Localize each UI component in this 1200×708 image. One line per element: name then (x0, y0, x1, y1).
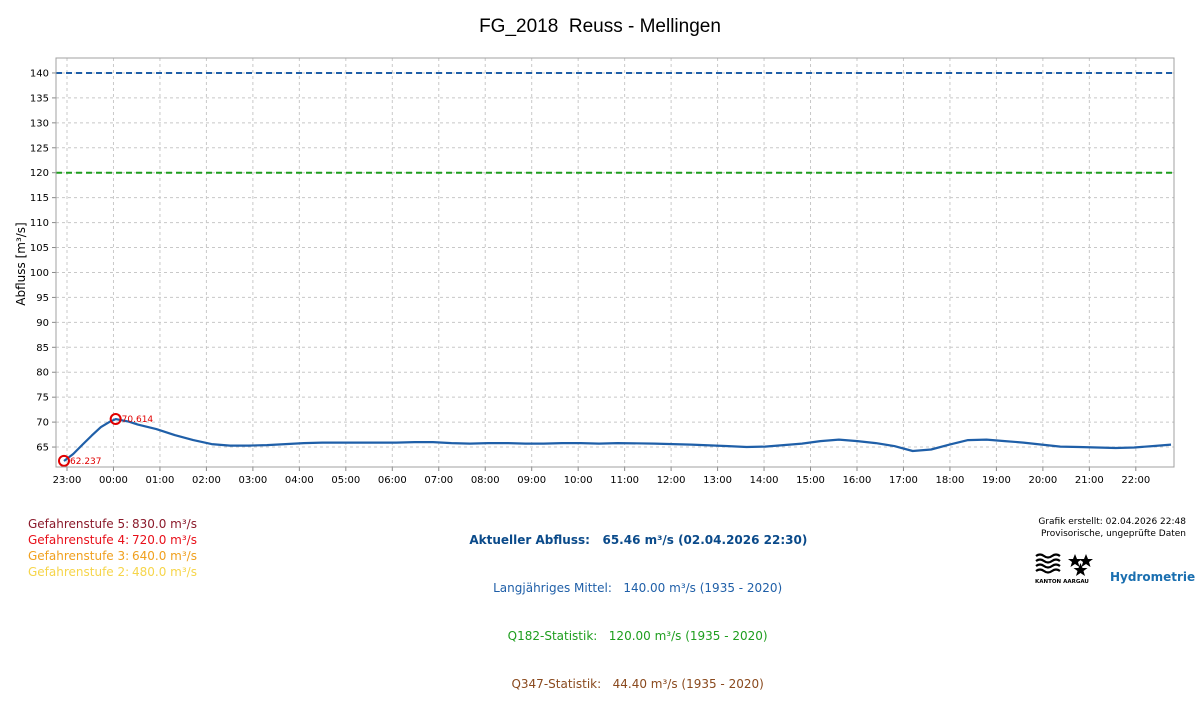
danger-level-label: Gefahrenstufe 4: (28, 533, 130, 547)
wave-icon (1035, 553, 1061, 574)
x-tick-label: 21:00 (1075, 475, 1104, 486)
x-tick-label: 10:00 (564, 475, 593, 486)
danger-level-label: Gefahrenstufe 3: (28, 549, 130, 563)
y-tick-label: 125 (30, 143, 49, 154)
danger-level-row: Gefahrenstufe 2: 480.0 m³/s (28, 564, 197, 580)
y-tick-label: 75 (36, 393, 49, 404)
y-tick-label: 70 (36, 418, 49, 429)
y-tick-label: 140 (30, 68, 49, 79)
x-tick-label: 06:00 (378, 475, 407, 486)
y-tick-label: 110 (30, 218, 49, 229)
x-tick-label: 00:00 (99, 475, 128, 486)
y-tick-label: 65 (36, 443, 49, 454)
danger-level-value: 640.0 m³/s (132, 549, 197, 563)
x-tick-label: 04:00 (285, 475, 314, 486)
series-line (63, 418, 1172, 462)
y-tick-label: 85 (36, 343, 49, 354)
kanton-aargau-logo: KANTON AARGAU (1035, 553, 1093, 585)
q347-row: Q347-Statistik: 44.40 m³/s (1935 - 2020) (440, 660, 820, 708)
x-tick-label: 01:00 (146, 475, 175, 486)
x-tick-label: 02:00 (192, 475, 221, 486)
mean-row: Langjähriges Mittel: 140.00 m³/s (1935 -… (440, 564, 820, 612)
current-discharge-value: 65.46 m³/s (02.04.2026 22:30) (602, 533, 808, 547)
x-tick-label: 15:00 (796, 475, 825, 486)
q182-label: Q182-Statistik: (507, 629, 598, 643)
danger-level-value: 830.0 m³/s (132, 517, 197, 531)
x-tick-label: 18:00 (936, 475, 965, 486)
danger-levels-legend: Gefahrenstufe 5: 830.0 m³/s Gefahrenstufe … (28, 516, 197, 580)
mean-label: Langjähriges Mittel: (493, 581, 612, 595)
plot-frame (55, 57, 1175, 468)
provisional-note: Provisorische, ungeprüfte Daten (1040, 529, 1186, 539)
extreme-marker (109, 413, 122, 426)
x-tick-label: 11:00 (610, 475, 639, 486)
y-tick-label: 80 (36, 368, 49, 379)
current-discharge-row: Aktueller Abfluss: 65.46 m³/s (02.04.202… (440, 516, 820, 564)
danger-level-value: 480.0 m³/s (132, 565, 197, 579)
current-discharge-label: Aktueller Abfluss: (469, 533, 590, 547)
stars-icon (1068, 554, 1093, 576)
danger-level-label: Gefahrenstufe 5: (28, 517, 130, 531)
x-tick-label: 16:00 (843, 475, 872, 486)
x-tick-label: 23:00 (53, 475, 82, 486)
hydrometrie-brand: Hydrometrie (1110, 570, 1196, 584)
q182-value: 120.00 m³/s (1935 - 2020) (608, 629, 768, 643)
x-tick-label: 14:00 (750, 475, 779, 486)
x-tick-label: 13:00 (703, 475, 732, 486)
danger-level-row: Gefahrenstufe 4: 720.0 m³/s (28, 532, 197, 548)
danger-level-row: Gefahrenstufe 3: 640.0 m³/s (28, 548, 197, 564)
x-tick-label: 20:00 (1028, 475, 1057, 486)
q347-value: 44.40 m³/s (1935 - 2020) (612, 677, 764, 691)
danger-level-value: 720.0 m³/s (132, 533, 197, 547)
extreme-label: 62.237 (70, 457, 102, 467)
y-tick-label: 115 (30, 193, 49, 204)
footer-info: Grafik erstellt: 02.04.2026 22:48 Provis… (1038, 516, 1186, 540)
created-timestamp: Grafik erstellt: 02.04.2026 22:48 (1038, 517, 1186, 527)
x-tick-label: 17:00 (889, 475, 918, 486)
x-tick-label: 07:00 (424, 475, 453, 486)
y-tick-label: 135 (30, 93, 49, 104)
danger-level-row: Gefahrenstufe 5: 830.0 m³/s (28, 516, 197, 532)
statistics-legend: Aktueller Abfluss: 65.46 m³/s (02.04.202… (440, 516, 820, 708)
chart-plot: 62.237 70.614 65 70 75 80 85 90 95 100 105 110 115 1… (14, 57, 1175, 486)
plot-background (56, 58, 1174, 467)
y-tick-label: 90 (36, 318, 49, 329)
x-tick-label: 19:00 (982, 475, 1011, 486)
x-tick-label: 08:00 (471, 475, 500, 486)
chart-title: FG_2018 Reuss - Mellingen (479, 16, 721, 37)
y-axis-label: Abfluss [m³/s] (14, 222, 28, 305)
extreme-marker (58, 454, 70, 467)
mean-value: 140.00 m³/s (1935 - 2020) (623, 581, 783, 595)
q182-row: Q182-Statistik: 120.00 m³/s (1935 - 2020… (440, 612, 820, 660)
canton-label: KANTON AARGAU (1035, 579, 1089, 585)
y-tick-label: 105 (30, 243, 49, 254)
danger-level-label: Gefahrenstufe 2: (28, 565, 130, 579)
x-tick-label: 09:00 (517, 475, 546, 486)
x-tick-label: 05:00 (331, 475, 360, 486)
y-tick-label: 120 (30, 168, 49, 179)
y-tick-label: 100 (30, 268, 49, 279)
x-tick-label: 12:00 (657, 475, 686, 486)
q347-label: Q347-Statistik: (511, 677, 602, 691)
y-tick-label: 95 (36, 293, 49, 304)
x-tick-label: 22:00 (1121, 475, 1150, 486)
x-tick-label: 03:00 (238, 475, 267, 486)
y-tick-label: 130 (30, 118, 49, 129)
extreme-label: 70.614 (122, 415, 154, 425)
